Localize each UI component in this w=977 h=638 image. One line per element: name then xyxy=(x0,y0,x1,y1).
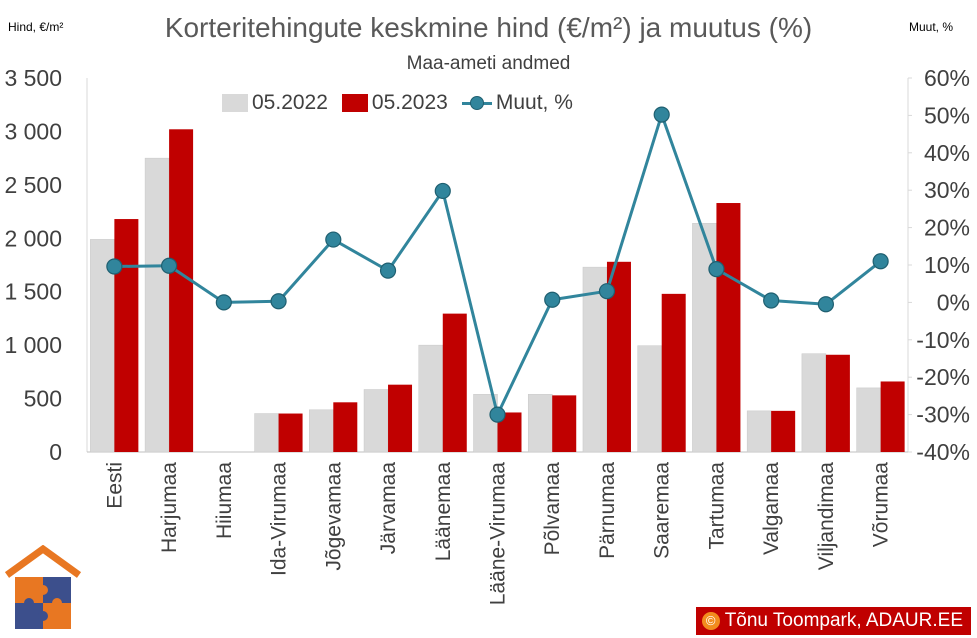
left-tick-label: 500 xyxy=(24,386,62,412)
left-axis-unit: Hind, €/m² xyxy=(8,20,64,34)
bar-2022 xyxy=(746,410,772,453)
category-label: Põlvamaa xyxy=(541,462,564,556)
chart-subtitle: Maa-ameti andmed xyxy=(406,53,571,74)
left-tick-label: 3 500 xyxy=(4,65,62,91)
left-tick-label: 2 500 xyxy=(4,172,62,198)
change-point xyxy=(270,293,287,310)
change-point xyxy=(763,292,780,309)
category-label: Ida-Virumaa xyxy=(268,462,291,576)
change-point xyxy=(325,231,342,248)
bar-2022 xyxy=(254,413,279,453)
category-label: Võrumaa xyxy=(870,462,893,548)
bar-2023 xyxy=(442,313,467,452)
bar-2022 xyxy=(637,345,662,453)
right-axis-unit: Muut, % xyxy=(908,20,953,34)
right-tick-label: 50% xyxy=(924,102,970,128)
bar-2023 xyxy=(278,413,303,452)
right-tick-label: 10% xyxy=(924,252,970,278)
category-label: Valgamaa xyxy=(760,462,783,555)
change-point xyxy=(489,406,506,423)
legend-swatch-2023 xyxy=(341,94,368,112)
change-point xyxy=(161,257,178,274)
category-label: Läänemaa xyxy=(432,462,455,562)
category-label: Viljandimaa xyxy=(815,462,838,570)
change-point xyxy=(817,296,835,313)
legend-item-2022: 05.2022 xyxy=(222,91,328,115)
right-tick-label: -10% xyxy=(916,327,970,353)
change-point xyxy=(544,291,561,308)
category-label: Hiiumaa xyxy=(213,462,236,539)
legend-label-2023: 05.2023 xyxy=(371,91,448,114)
change-point xyxy=(653,106,670,123)
change-point xyxy=(708,261,725,278)
change-point xyxy=(106,258,123,275)
category-label: Jõgevamaa xyxy=(322,462,345,571)
change-point xyxy=(379,262,397,279)
right-tick-label: -20% xyxy=(916,364,970,390)
left-tick-label: 1 500 xyxy=(4,279,62,305)
credit-text: Tõnu Toompark, ADAUR.EE xyxy=(724,610,963,631)
change-point xyxy=(872,253,889,270)
left-tick-label: 3 000 xyxy=(4,118,62,144)
legend-swatch-2022 xyxy=(222,94,248,112)
category-label: Eesti xyxy=(103,462,126,509)
bar-2023 xyxy=(169,129,194,452)
house-puzzle-logo xyxy=(4,545,82,629)
right-tick-label: 20% xyxy=(924,215,970,241)
category-label: Harjumaa xyxy=(158,462,181,553)
bar-2023 xyxy=(552,395,577,452)
left-tick-label: 1 000 xyxy=(4,332,62,358)
category-label: Järvamaa xyxy=(377,462,400,555)
left-tick-label: 2 000 xyxy=(4,225,62,251)
legend-label-change: Muut, % xyxy=(495,91,573,114)
bar-2022 xyxy=(856,387,881,453)
bar-2023 xyxy=(880,381,905,452)
category-label: Tartumaa xyxy=(705,462,728,550)
chart-title: Korteritehingute keskmine hind (€/m²) ja… xyxy=(164,12,813,43)
bar-2023 xyxy=(716,203,741,452)
axes xyxy=(86,77,912,453)
right-tick-label: -40% xyxy=(916,439,970,465)
bar-2022 xyxy=(144,157,170,453)
bar-2022 xyxy=(801,353,827,453)
category-label: Saaremaa xyxy=(651,462,674,559)
bar-2022 xyxy=(309,409,334,453)
bar-2022 xyxy=(363,389,389,453)
bar-2022 xyxy=(418,344,444,453)
change-polyline xyxy=(114,113,882,417)
right-tick-label: -30% xyxy=(916,402,970,428)
legend-label-2022: 05.2022 xyxy=(252,91,328,114)
bar-2023 xyxy=(825,354,850,452)
right-tick-label: 0% xyxy=(937,289,970,315)
bar-2023 xyxy=(333,402,358,452)
legend: 05.2022 05.2023 Muut, % xyxy=(222,90,587,116)
axis-labels: 0 500 1 000 1 500 2 000 2 500 3 000 3 500 -40% -3… xyxy=(4,65,970,605)
right-tick-label: 40% xyxy=(924,140,970,166)
category-label: Pärnumaa xyxy=(596,462,619,559)
legend-swatch-change xyxy=(461,94,492,112)
category-label: Lääne-Virumaa xyxy=(487,462,510,606)
change-point xyxy=(434,182,451,200)
bars xyxy=(90,129,905,453)
right-tick-label: 30% xyxy=(924,177,970,203)
right-tick-label: 60% xyxy=(924,65,970,91)
legend-item-2023: 05.2023 xyxy=(341,91,448,115)
change-point xyxy=(215,294,232,311)
credit-badge: © Tõnu Toompark, ADAUR.EE xyxy=(695,607,971,635)
bar-2023 xyxy=(661,293,686,452)
bar-2023 xyxy=(771,410,796,452)
bar-2023 xyxy=(388,384,413,452)
left-tick-label: 0 xyxy=(49,439,62,465)
legend-item-change: Muut, % xyxy=(461,91,573,115)
bar-2023 xyxy=(114,219,139,452)
bar-2022 xyxy=(527,394,553,453)
change-line xyxy=(106,106,889,423)
change-point xyxy=(598,283,616,300)
copyright-icon: © xyxy=(701,612,720,630)
